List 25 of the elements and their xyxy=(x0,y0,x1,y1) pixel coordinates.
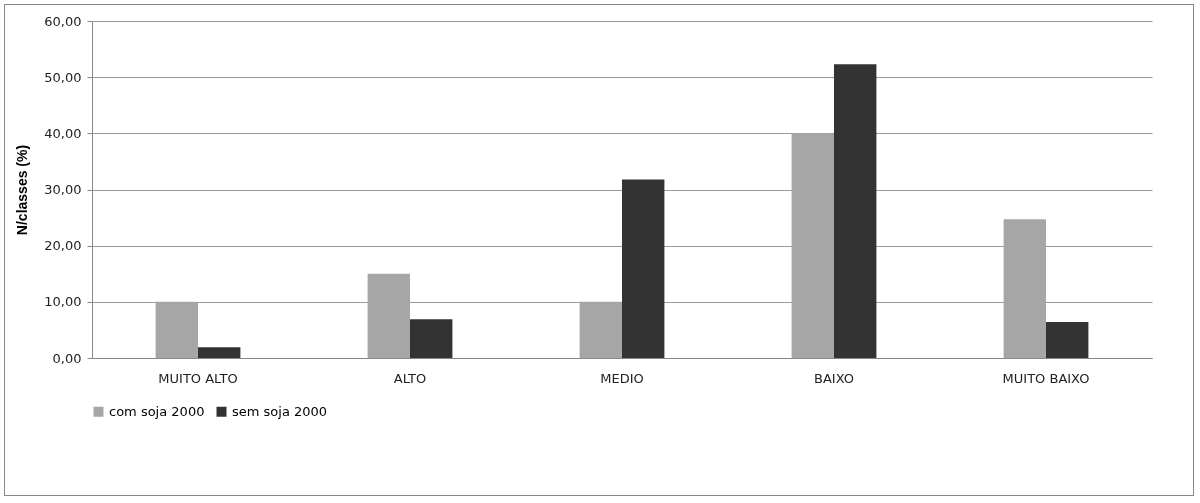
y-tick-label: 60,00 xyxy=(44,13,82,29)
bar xyxy=(1003,219,1046,358)
y-tick-label: 50,00 xyxy=(44,69,82,85)
bar xyxy=(367,273,410,358)
x-tick-label: MUITO BAIXO xyxy=(1002,370,1090,386)
bar xyxy=(622,179,665,358)
bar xyxy=(1046,322,1089,358)
x-tick-label: ALTO xyxy=(393,370,427,386)
y-tick-label: 40,00 xyxy=(44,125,82,141)
bar xyxy=(834,64,877,358)
bar xyxy=(579,301,622,358)
legend-label: com soja 2000 xyxy=(109,403,205,419)
x-tick-label: BAIXO xyxy=(814,370,854,386)
bar xyxy=(155,301,198,358)
y-tick-label: 10,00 xyxy=(44,294,82,310)
x-tick-label: MUITO ALTO xyxy=(158,370,238,386)
bar xyxy=(791,133,834,358)
y-tick-label: 20,00 xyxy=(44,238,82,254)
y-axis-title: N/classes (%) xyxy=(14,144,31,236)
y-tick-label: 30,00 xyxy=(44,182,82,197)
x-tick-label: MEDIO xyxy=(600,370,644,386)
bar xyxy=(410,319,453,358)
bar xyxy=(198,347,241,358)
legend-label: sem soja 2000 xyxy=(232,403,328,419)
y-tick-label: 0,00 xyxy=(52,350,82,366)
